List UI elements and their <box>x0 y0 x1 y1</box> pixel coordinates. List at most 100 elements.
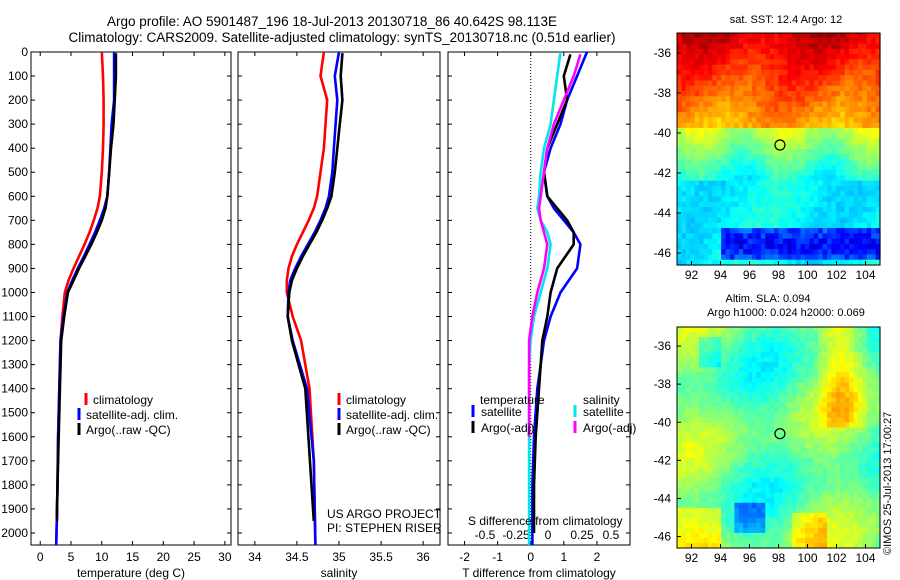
map-cell <box>866 75 872 82</box>
map-cell <box>756 527 762 534</box>
map-cell <box>809 196 815 203</box>
profile-panel-2: -2 -1 0 1 2T difference from climatology-0.5… <box>447 51 631 580</box>
map-cell <box>677 542 683 549</box>
map-cell <box>756 377 762 383</box>
map-cell <box>875 249 881 256</box>
map-cell <box>827 377 833 383</box>
map-cell <box>796 327 802 333</box>
map-cell <box>743 487 749 494</box>
map-cell <box>813 432 819 439</box>
map-cell <box>769 228 775 234</box>
map-cell <box>791 377 797 383</box>
map-cell <box>778 507 784 514</box>
map-cell <box>840 352 846 358</box>
map-cell <box>809 542 815 549</box>
map-cell <box>831 387 837 393</box>
map-cell <box>677 201 683 208</box>
map-cell <box>818 201 824 208</box>
map-cell <box>866 43 872 50</box>
map-cell <box>782 507 788 514</box>
map-cell <box>791 407 797 413</box>
map-cell <box>796 417 802 424</box>
map-cell <box>813 327 819 333</box>
map-cell <box>866 487 872 494</box>
map-cell <box>857 154 863 161</box>
map-cell <box>813 164 819 171</box>
map-cell <box>787 372 793 378</box>
map-cell <box>840 238 846 245</box>
map-cell <box>752 69 758 76</box>
map-cell <box>752 59 758 66</box>
map-cell <box>743 106 749 113</box>
map-cell <box>809 127 815 134</box>
map-cell <box>800 43 806 50</box>
map-cell <box>769 222 775 229</box>
map-cell <box>738 259 744 266</box>
map-cell <box>747 75 753 82</box>
map-cell <box>729 243 735 250</box>
map-cell <box>743 507 749 514</box>
map-cell <box>725 59 731 66</box>
map-cell <box>738 185 744 192</box>
map-cell <box>760 259 766 266</box>
map-cell <box>765 542 771 549</box>
map-cell <box>725 502 731 509</box>
map-cell <box>707 357 713 363</box>
map-cell <box>690 367 696 373</box>
map-cell <box>853 517 859 524</box>
map-cell <box>778 207 784 213</box>
map-cell <box>840 347 846 353</box>
map-cell <box>849 69 855 76</box>
map-cell <box>782 372 788 378</box>
map-cell <box>756 96 762 103</box>
map-cell <box>685 127 691 134</box>
map-cell <box>743 170 749 176</box>
map-cell <box>782 402 788 408</box>
map-cell <box>827 54 833 60</box>
map-cell <box>875 170 881 176</box>
map-cell <box>875 402 881 408</box>
map-cell <box>677 357 683 363</box>
map-cell <box>769 467 775 474</box>
map-cell <box>747 417 753 424</box>
map-cell <box>752 75 758 82</box>
map-cell <box>827 447 833 454</box>
y-tick-label: 1200 <box>1 334 28 348</box>
map-cell <box>747 507 753 514</box>
map-cell <box>831 397 837 403</box>
map-cell <box>721 517 727 524</box>
map-cell <box>756 392 762 398</box>
map-cell <box>752 101 758 108</box>
map-cell <box>716 75 722 82</box>
map-cell <box>734 249 740 256</box>
map-cell <box>813 502 819 509</box>
map-cell <box>853 212 859 219</box>
map-cell <box>866 80 872 87</box>
map-cell <box>703 367 709 373</box>
map-cell <box>756 101 762 108</box>
map-cell <box>804 502 810 509</box>
map-cell <box>844 462 850 469</box>
map-cell <box>840 180 846 187</box>
map-cell <box>796 259 802 266</box>
map-cell <box>835 91 841 97</box>
map-cell <box>752 337 758 343</box>
map-cell <box>871 38 877 45</box>
map-cell <box>787 512 793 519</box>
map-cell <box>707 502 713 509</box>
map-cell <box>738 512 744 519</box>
map-cell <box>853 377 859 383</box>
map-cell <box>809 362 815 368</box>
map-cell <box>813 387 819 393</box>
map-cell <box>712 467 718 474</box>
map-cell <box>822 54 828 60</box>
map-cell <box>804 138 810 145</box>
map-cell <box>809 69 815 76</box>
map-cell <box>738 422 744 429</box>
map-cell <box>800 106 806 113</box>
map-cell <box>738 392 744 398</box>
map-cell <box>844 164 850 171</box>
map-cell <box>778 492 784 499</box>
map-cell <box>840 96 846 103</box>
map-cell <box>809 532 815 539</box>
